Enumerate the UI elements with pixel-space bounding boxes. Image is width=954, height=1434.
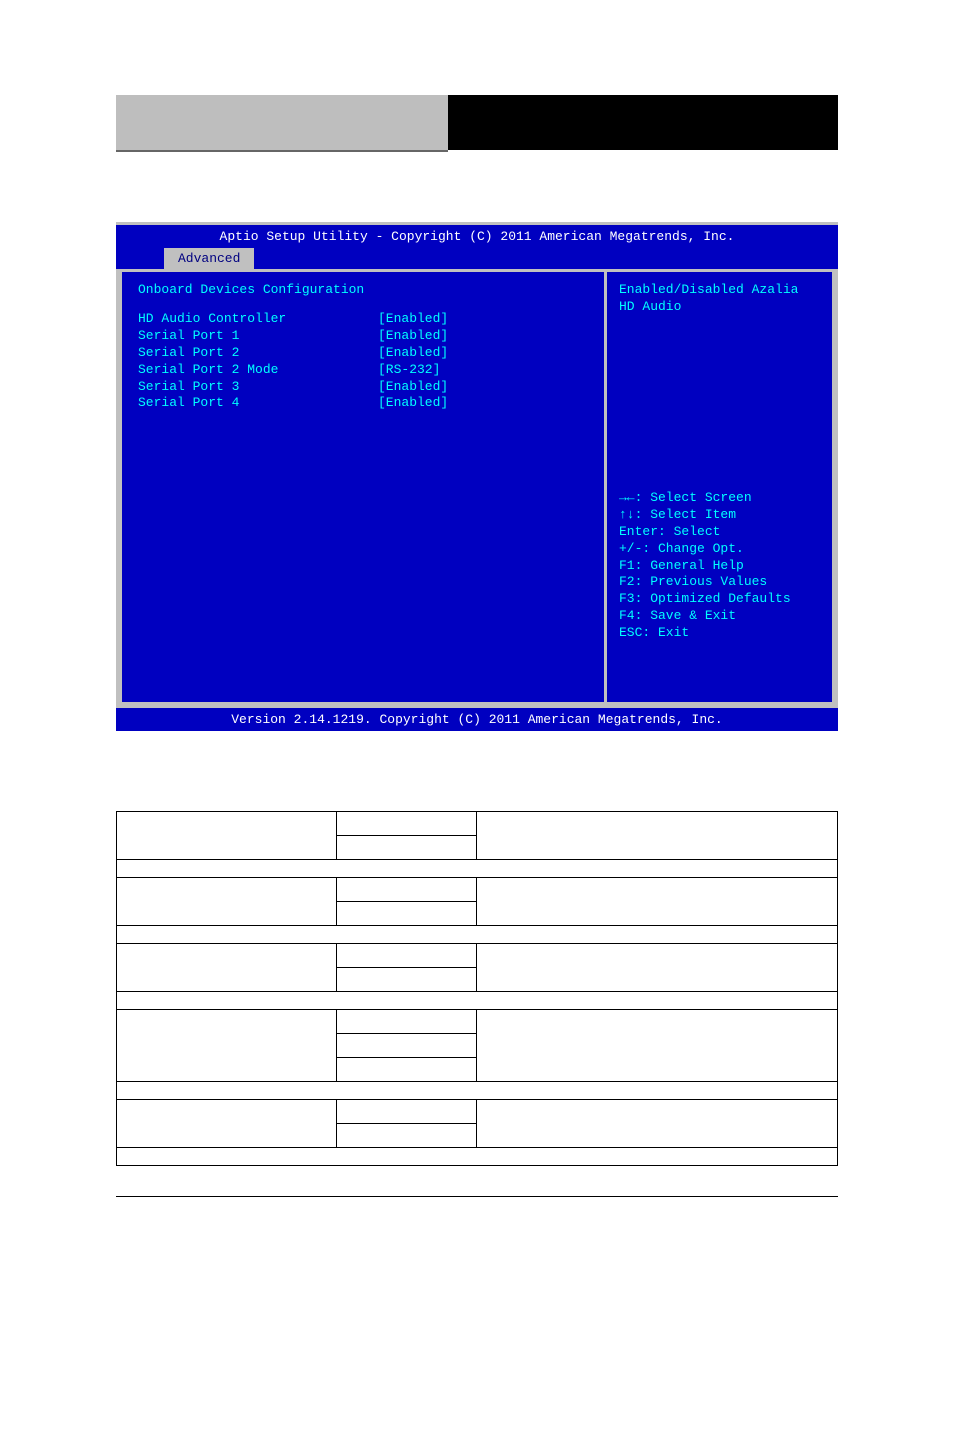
- table-separator-row: [117, 992, 838, 1010]
- bios-setting-row[interactable]: Serial Port 2 Mode[RS-232]: [138, 362, 588, 379]
- option-value-cell: [337, 902, 477, 926]
- option-desc-cell: [477, 878, 838, 926]
- table-separator-row: [117, 860, 838, 878]
- option-value-cell: [337, 968, 477, 992]
- setting-value[interactable]: [Enabled]: [378, 345, 448, 362]
- option-desc-cell: [477, 944, 838, 992]
- nav-help-line: Enter: Select: [619, 524, 820, 541]
- table-row: [117, 812, 838, 836]
- separator-cell: [117, 1082, 838, 1100]
- option-name-cell: [117, 878, 337, 926]
- bios-main-panel: Onboard Devices Configuration HD Audio C…: [122, 272, 604, 702]
- options-table: [116, 811, 838, 1166]
- bios-title: Aptio Setup Utility - Copyright (C) 2011…: [116, 225, 838, 248]
- table-separator-row: [117, 926, 838, 944]
- bios-tab-row: Advanced: [116, 248, 838, 269]
- table-row: [117, 1100, 838, 1124]
- setting-value[interactable]: [Enabled]: [378, 379, 448, 396]
- nav-help-line: ESC: Exit: [619, 625, 820, 642]
- bios-setting-row[interactable]: Serial Port 2[Enabled]: [138, 345, 588, 362]
- bios-setting-row[interactable]: HD Audio Controller[Enabled]: [138, 311, 588, 328]
- option-value-cell: [337, 1010, 477, 1034]
- option-value-cell: [337, 1034, 477, 1058]
- separator-cell: [117, 1148, 838, 1166]
- option-value-cell: [337, 836, 477, 860]
- separator-cell: [117, 992, 838, 1010]
- setting-label: Serial Port 1: [138, 328, 378, 345]
- section-title: Onboard Devices Configuration: [138, 282, 588, 297]
- option-value-cell: [337, 878, 477, 902]
- table-separator-row: [117, 1148, 838, 1166]
- separator-cell: [117, 860, 838, 878]
- table-row: [117, 878, 838, 902]
- setting-value[interactable]: [Enabled]: [378, 328, 448, 345]
- option-desc-cell: [477, 1100, 838, 1148]
- nav-help-line: F4: Save & Exit: [619, 608, 820, 625]
- page-footer-divider: [116, 1196, 838, 1197]
- setting-label: Serial Port 3: [138, 379, 378, 396]
- bios-help-panel: Enabled/Disabled Azalia HD Audio →←: Sel…: [607, 272, 832, 702]
- bios-setting-row[interactable]: Serial Port 4[Enabled]: [138, 395, 588, 412]
- table-separator-row: [117, 1082, 838, 1100]
- nav-help-line: F3: Optimized Defaults: [619, 591, 820, 608]
- bios-footer: Version 2.14.1219. Copyright (C) 2011 Am…: [116, 705, 838, 731]
- nav-help-line: F1: General Help: [619, 558, 820, 575]
- setting-label: Serial Port 4: [138, 395, 378, 412]
- setting-label: Serial Port 2: [138, 345, 378, 362]
- option-value-cell: [337, 1124, 477, 1148]
- help-text: Enabled/Disabled Azalia HD Audio: [619, 282, 820, 316]
- header-left-panel: [116, 95, 448, 152]
- option-desc-cell: [477, 812, 838, 860]
- setting-value[interactable]: [RS-232]: [378, 362, 440, 379]
- option-value-cell: [337, 1100, 477, 1124]
- tab-advanced[interactable]: Advanced: [164, 248, 254, 269]
- option-name-cell: [117, 812, 337, 860]
- header-right-panel: [448, 95, 838, 152]
- option-name-cell: [117, 1100, 337, 1148]
- option-value-cell: [337, 1058, 477, 1082]
- setting-label: Serial Port 2 Mode: [138, 362, 378, 379]
- bios-screenshot: Aptio Setup Utility - Copyright (C) 2011…: [116, 222, 838, 731]
- option-desc-cell: [477, 1010, 838, 1082]
- bios-setting-row[interactable]: Serial Port 1[Enabled]: [138, 328, 588, 345]
- nav-help-line: →←: Select Screen: [619, 490, 820, 507]
- table-row: [117, 944, 838, 968]
- option-value-cell: [337, 812, 477, 836]
- option-name-cell: [117, 944, 337, 992]
- nav-help-line: ↑↓: Select Item: [619, 507, 820, 524]
- setting-value[interactable]: [Enabled]: [378, 395, 448, 412]
- page-header-bar: [116, 95, 838, 152]
- table-row: [117, 1010, 838, 1034]
- nav-help-line: F2: Previous Values: [619, 574, 820, 591]
- setting-label: HD Audio Controller: [138, 311, 378, 328]
- separator-cell: [117, 926, 838, 944]
- nav-help-line: +/-: Change Opt.: [619, 541, 820, 558]
- setting-value[interactable]: [Enabled]: [378, 311, 448, 328]
- navigation-help: →←: Select Screen↑↓: Select ItemEnter: S…: [619, 490, 820, 642]
- option-name-cell: [117, 1010, 337, 1082]
- bios-setting-row[interactable]: Serial Port 3[Enabled]: [138, 379, 588, 396]
- option-value-cell: [337, 944, 477, 968]
